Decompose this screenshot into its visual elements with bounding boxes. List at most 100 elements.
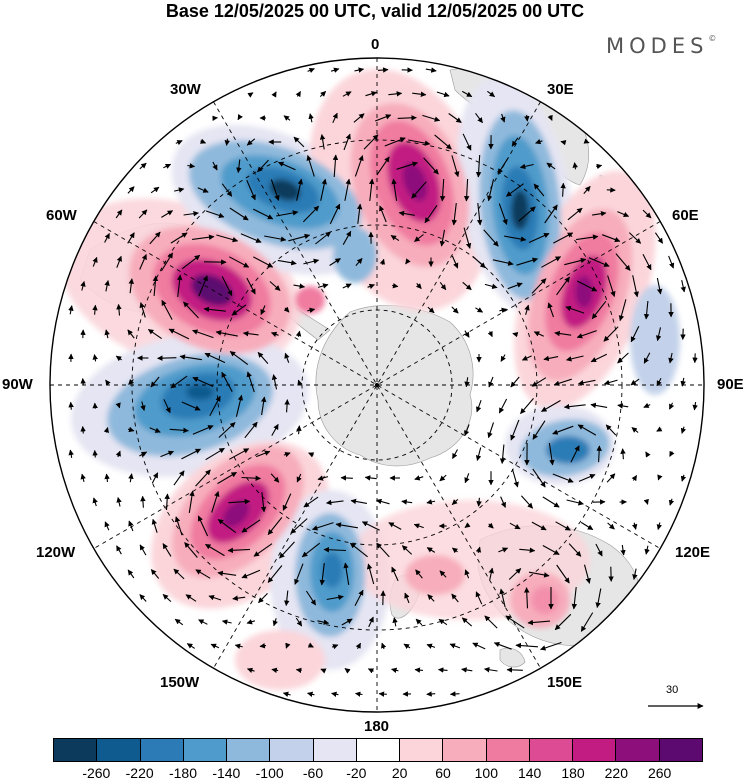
wind-vector — [293, 283, 306, 289]
wind-vector — [668, 255, 675, 269]
wind-vector — [181, 448, 201, 460]
wind-vector — [452, 449, 458, 459]
wind-vector — [161, 210, 174, 218]
wind-vector — [302, 205, 320, 223]
lon-label-90e: 90E — [717, 376, 744, 393]
wind-vector — [205, 210, 225, 219]
wind-vector — [221, 371, 233, 392]
lon-label-120w: 120W — [36, 544, 76, 561]
reference-vector-label: 30 — [666, 684, 679, 696]
wind-vector — [377, 67, 389, 73]
wind-vector — [570, 445, 580, 463]
colorbar-swatch — [313, 739, 357, 761]
wind-vector — [283, 451, 291, 458]
wind-vector — [260, 396, 267, 416]
wind-vector — [290, 518, 308, 534]
wind-vector — [423, 157, 439, 175]
wind-vector — [296, 425, 302, 435]
wind-vector — [439, 229, 446, 247]
map-title: Base 12/05/2025 00 UTC, valid 12/05/2025… — [165, 1, 585, 21]
wind-vector — [276, 210, 299, 217]
wind-vector — [317, 283, 329, 289]
wind-vector — [296, 473, 302, 483]
wind-vector — [342, 230, 352, 245]
wind-vector — [308, 113, 314, 123]
wind-vector — [127, 569, 135, 579]
wind-vector — [437, 667, 448, 673]
wind-vector — [388, 522, 402, 530]
wind-vector — [246, 179, 256, 201]
wind-vector — [426, 643, 436, 649]
wind-vector — [252, 208, 274, 220]
wind-vector — [553, 378, 572, 386]
wind-vector — [246, 619, 256, 625]
wind-vector — [427, 306, 435, 314]
wind-vector — [303, 496, 319, 508]
wind-vectors — [68, 67, 698, 698]
wind-vector — [186, 643, 195, 649]
wind-vector — [375, 114, 392, 122]
wind-vector — [229, 207, 249, 221]
wind-vector — [163, 163, 172, 169]
lon-label-30w: 30W — [170, 81, 201, 98]
wind-vector — [296, 178, 303, 201]
wind-vector — [218, 422, 236, 438]
wind-vector — [656, 426, 663, 432]
colorbar-tick-label: -140 — [212, 765, 241, 781]
wind-vector — [139, 451, 148, 457]
wind-vector — [151, 518, 158, 533]
wind-vector — [116, 255, 122, 268]
wind-vector — [654, 232, 664, 244]
wind-vector — [505, 615, 525, 629]
wind-vector — [408, 139, 431, 146]
wind-vector — [643, 402, 651, 408]
wind-vector — [472, 255, 486, 269]
wind-vector — [353, 113, 365, 123]
wind-vector — [210, 643, 220, 649]
wind-vector — [127, 186, 135, 194]
wind-vector — [533, 331, 544, 337]
wind-vector — [505, 183, 524, 197]
wind-vector — [552, 425, 574, 435]
wind-vector — [247, 92, 254, 98]
wind-vector — [488, 376, 494, 388]
wind-vector — [80, 425, 86, 434]
wind-vector — [532, 420, 546, 440]
wind-vector — [568, 543, 582, 557]
wind-vector — [354, 155, 364, 177]
wind-vector — [487, 422, 495, 439]
wind-vector — [306, 154, 315, 177]
wind-vector — [390, 234, 400, 242]
wind-vector — [583, 564, 591, 584]
wind-vector — [498, 398, 508, 414]
wind-vector — [424, 204, 438, 224]
wind-vector — [426, 547, 436, 553]
wind-vector — [499, 588, 506, 608]
wind-vector — [192, 376, 214, 388]
wind-vector — [183, 301, 199, 319]
wind-vector — [595, 543, 603, 557]
wind-vector — [138, 209, 148, 219]
wind-vector — [519, 163, 534, 170]
wind-vector — [533, 183, 545, 197]
wind-vector — [139, 594, 147, 602]
wind-vector — [692, 402, 698, 411]
wind-vector — [307, 691, 315, 698]
wind-vector — [376, 156, 390, 176]
wind-vector — [500, 354, 506, 362]
wind-vector — [195, 569, 211, 579]
wind-vector — [104, 280, 110, 292]
wind-vector — [151, 472, 159, 484]
wind-vector — [451, 155, 460, 178]
wind-vector — [439, 474, 447, 482]
colorbar-swatch — [97, 739, 141, 761]
wind-vector — [282, 493, 292, 511]
wind-vector — [449, 643, 461, 649]
wind-vector — [484, 283, 498, 290]
wind-vector — [197, 187, 209, 193]
wind-vector — [157, 355, 177, 361]
wind-vector — [645, 451, 651, 458]
wind-vector — [277, 161, 296, 171]
wind-vector — [566, 499, 584, 506]
